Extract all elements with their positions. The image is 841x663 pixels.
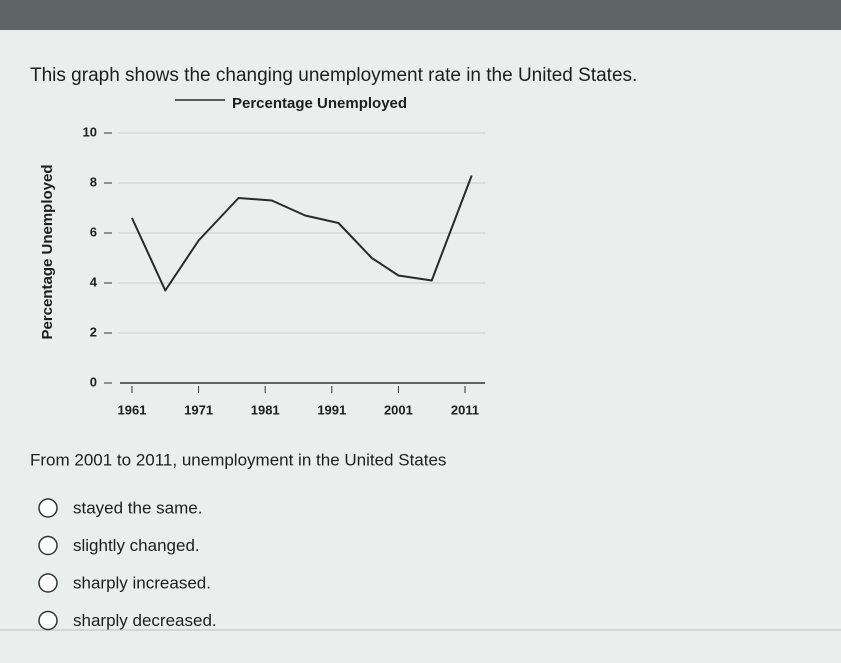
y-axis-label: Percentage Unemployed xyxy=(39,164,56,339)
legend-label: Percentage Unemployed xyxy=(232,95,407,112)
x-tick-label: 2011 xyxy=(451,402,479,417)
x-tick-label: 2001 xyxy=(384,402,413,417)
radio-button[interactable] xyxy=(38,535,58,556)
x-tick-label: 1991 xyxy=(317,402,346,417)
x-tick-label: 1971 xyxy=(184,402,213,417)
top-bar xyxy=(0,0,841,30)
x-tick-label: 1961 xyxy=(118,402,147,417)
content-bg xyxy=(0,30,841,663)
y-tick-label: 4 xyxy=(90,274,98,289)
option-label[interactable]: sharply decreased. xyxy=(73,611,217,630)
y-tick-label: 0 xyxy=(90,374,97,389)
radio-button[interactable] xyxy=(38,610,58,631)
y-tick-label: 2 xyxy=(90,324,97,339)
radio-button[interactable] xyxy=(38,573,58,593)
x-tick-label: 1981 xyxy=(251,402,280,417)
data-line xyxy=(131,175,473,292)
radio-button[interactable] xyxy=(38,498,58,518)
y-tick-label: 8 xyxy=(90,174,97,189)
option-label[interactable]: stayed the same. xyxy=(73,498,202,517)
option-label[interactable]: sharply increased. xyxy=(73,573,211,592)
y-tick-label: 10 xyxy=(83,124,97,139)
header-text: This graph shows the changing unemployme… xyxy=(30,65,637,86)
option-label[interactable]: slightly changed. xyxy=(73,536,200,555)
question-text: From 2001 to 2011, unemployment in the U… xyxy=(30,450,446,469)
y-tick-label: 6 xyxy=(90,224,97,239)
